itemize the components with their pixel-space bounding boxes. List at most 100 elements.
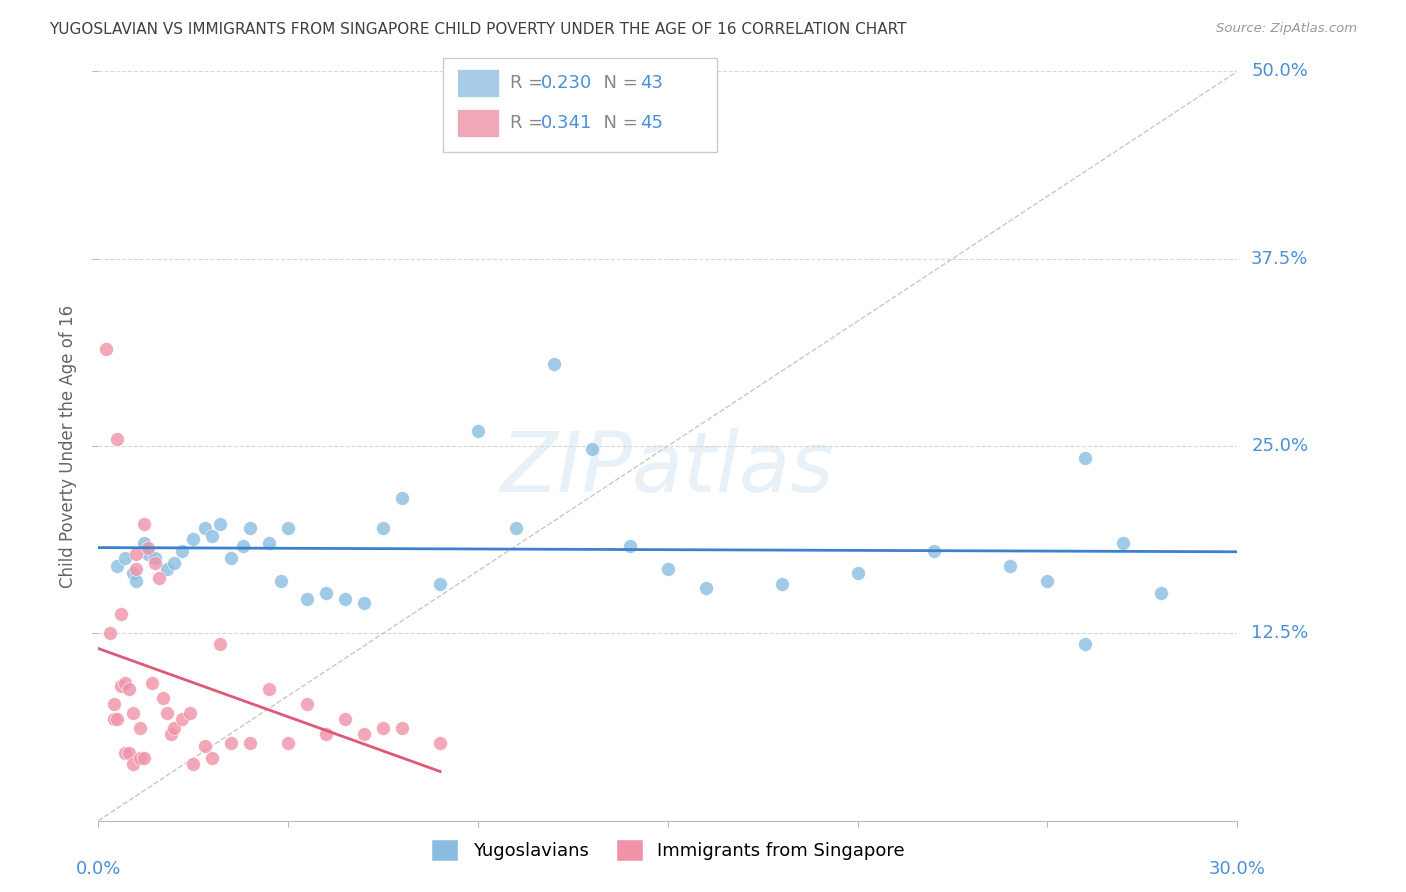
Point [132,750,155,764]
Point [194,521,217,535]
Point [259,681,281,696]
Point [179,706,201,720]
Point [695,582,717,596]
Point [118,746,141,760]
Point [353,727,375,741]
Point [94,342,117,356]
Text: 25.0%: 25.0% [1251,437,1309,455]
Point [221,551,243,566]
Point [429,577,451,591]
Point [98,626,121,640]
Point [110,679,132,693]
Point [270,574,292,588]
Point [371,521,394,535]
Point [125,547,148,561]
Point [581,442,603,456]
Point [114,746,136,760]
Point [136,541,159,555]
Point [148,571,170,585]
Point [132,536,155,550]
Point [239,736,262,750]
Point [239,521,262,535]
Y-axis label: Child Poverty Under the Age of 16: Child Poverty Under the Age of 16 [59,304,77,588]
Point [1074,637,1097,651]
Point [277,521,299,535]
Point [353,596,375,610]
Point [132,516,155,531]
Point [103,712,125,726]
Point [232,540,254,554]
Point [129,750,152,764]
Point [163,721,186,735]
Point [429,736,451,750]
Point [846,566,869,581]
Point [221,736,243,750]
Point [156,562,179,576]
Text: 45: 45 [640,114,662,132]
Point [1036,574,1059,588]
Point [543,357,565,371]
Point [922,544,945,558]
Point [114,675,136,690]
Point [335,591,357,606]
Point [121,756,143,771]
Point [335,712,357,726]
Point [183,756,205,771]
Legend: Yugoslavians, Immigrants from Singapore: Yugoslavians, Immigrants from Singapore [423,831,912,868]
Point [1150,586,1173,600]
Text: 0.341: 0.341 [541,114,593,132]
Point [201,529,224,543]
Text: 12.5%: 12.5% [1251,624,1309,642]
Text: N =: N = [592,74,644,92]
Point [467,424,489,438]
Point [110,607,132,621]
Point [297,591,319,606]
Point [170,544,193,558]
Point [170,712,193,726]
Point [315,727,337,741]
Point [129,721,152,735]
Point [152,690,174,705]
Point [657,562,679,576]
Point [201,750,224,764]
Text: ZIPatlas: ZIPatlas [501,428,835,509]
Text: 43: 43 [640,74,662,92]
Point [121,706,143,720]
Point [183,532,205,546]
Point [391,721,413,735]
Point [391,491,413,506]
Point [770,577,793,591]
Text: YUGOSLAVIAN VS IMMIGRANTS FROM SINGAPORE CHILD POVERTY UNDER THE AGE OF 16 CORRE: YUGOSLAVIAN VS IMMIGRANTS FROM SINGAPORE… [49,22,907,37]
Point [1074,450,1097,465]
Point [297,697,319,711]
Point [118,681,141,696]
Point [145,551,167,566]
Point [277,736,299,750]
Point [141,675,163,690]
Point [208,637,231,651]
Point [163,556,186,570]
Text: R =: R = [510,74,550,92]
Point [315,586,337,600]
Point [121,566,143,581]
Point [107,712,129,726]
Text: 30.0%: 30.0% [1209,860,1265,878]
Point [1112,536,1135,550]
Point [159,727,181,741]
Point [156,706,179,720]
Point [259,536,281,550]
Point [998,558,1021,573]
Point [619,540,641,554]
Point [107,432,129,446]
Point [136,547,159,561]
Point [125,574,148,588]
Text: N =: N = [592,114,644,132]
Text: Source: ZipAtlas.com: Source: ZipAtlas.com [1216,22,1357,36]
Text: 37.5%: 37.5% [1251,250,1309,268]
Point [208,516,231,531]
Point [371,721,394,735]
Point [125,562,148,576]
Text: 0.230: 0.230 [541,74,592,92]
Point [103,697,125,711]
Point [194,739,217,753]
